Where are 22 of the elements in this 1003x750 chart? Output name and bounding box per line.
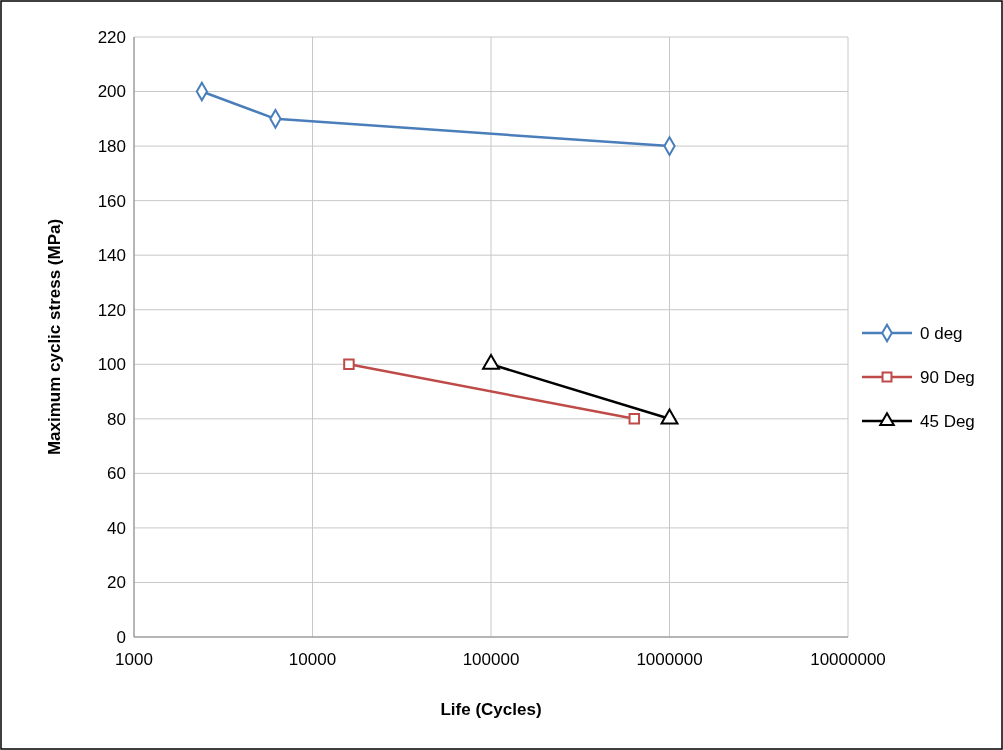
y-tick-label: 100 [97,355,126,375]
y-tick-label: 180 [97,137,126,157]
x-axis-title: Life (Cycles) [440,700,542,719]
legend-label: 45 Deg [920,411,975,431]
legend-label: 0 deg [920,323,963,343]
y-tick-label: 220 [97,27,126,47]
x-tick-label: 1000 [115,650,153,669]
x-tick-label: 100000 [462,650,520,669]
x-tick-label: 1000000 [636,650,703,669]
x-tick-label: 10000000 [810,650,886,669]
y-tick-label: 60 [107,464,126,484]
y-tick-label: 20 [107,573,126,593]
y-tick-label: 40 [107,518,126,538]
legend-label: 90 Deg [920,367,975,387]
y-tick-label: 80 [107,409,126,429]
y-tick-label: 160 [97,191,126,211]
x-tick-label: 10000 [288,650,337,669]
y-tick-label: 0 [116,627,126,647]
y-tick-label: 120 [97,300,126,320]
y-tick-label: 200 [97,82,126,102]
y-tick-label: 140 [97,246,126,266]
y-axis-title: Maximum cyclic stress (MPa) [45,218,64,456]
